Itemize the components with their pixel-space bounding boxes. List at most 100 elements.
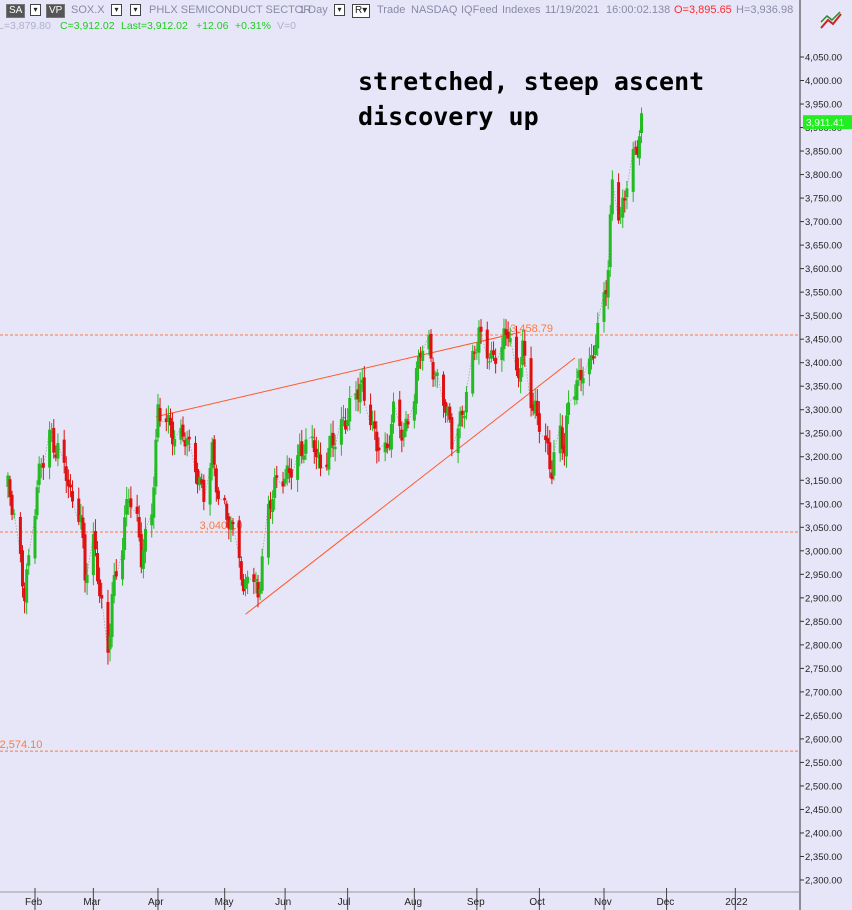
candle-body bbox=[412, 401, 416, 421]
candle-body bbox=[254, 578, 258, 582]
candle bbox=[602, 281, 606, 333]
candle-body bbox=[216, 490, 220, 500]
symbol-dropdown-icon[interactable]: ▾ bbox=[111, 4, 122, 16]
candle-body bbox=[62, 439, 66, 463]
candle-body bbox=[477, 327, 481, 353]
candle-body bbox=[500, 346, 504, 361]
period-dropdown-icon[interactable]: ▾ bbox=[334, 4, 345, 16]
candle bbox=[310, 424, 314, 448]
trade-label[interactable]: Trade bbox=[377, 4, 406, 16]
candle-body bbox=[521, 340, 525, 365]
candle bbox=[562, 433, 566, 466]
candle bbox=[185, 430, 189, 457]
price-tick-label: 2,650.00 bbox=[805, 711, 842, 722]
candle-body bbox=[529, 358, 533, 409]
price-tick-label: 2,300.00 bbox=[805, 876, 842, 887]
candle-body bbox=[150, 514, 154, 526]
candle-body bbox=[93, 531, 97, 550]
candle bbox=[96, 541, 100, 585]
r-button[interactable]: R▾ bbox=[352, 4, 371, 18]
candle-body bbox=[241, 579, 245, 592]
candle-body bbox=[331, 432, 335, 446]
candle-body bbox=[171, 421, 175, 445]
last-value: Last=3,912.02 bbox=[121, 20, 188, 32]
price-tick-label: 3,750.00 bbox=[805, 194, 842, 205]
sa-button[interactable]: SA bbox=[6, 4, 26, 18]
candle-body bbox=[273, 477, 277, 499]
trend-tool-icon[interactable] bbox=[818, 8, 844, 34]
candle-body bbox=[462, 416, 466, 419]
candle bbox=[631, 141, 635, 202]
symbol-menu-icon[interactable]: ▾ bbox=[130, 4, 141, 16]
candle-body bbox=[369, 404, 373, 426]
candle bbox=[81, 506, 85, 549]
candle-body bbox=[214, 468, 218, 493]
candle-body bbox=[383, 442, 387, 453]
candle bbox=[623, 190, 627, 213]
candle-body bbox=[35, 487, 39, 516]
candle-body bbox=[319, 454, 323, 469]
month-label: Nov bbox=[594, 897, 612, 908]
candle-body bbox=[604, 290, 608, 294]
vp-button[interactable]: VP bbox=[46, 4, 66, 18]
candle bbox=[10, 490, 14, 521]
candle bbox=[464, 386, 468, 420]
candle bbox=[254, 572, 258, 594]
levels-layer: 3,458.79 3,040.10 2,574.10 bbox=[0, 323, 800, 752]
candle bbox=[64, 456, 68, 494]
candle bbox=[371, 410, 375, 432]
candle bbox=[20, 545, 24, 598]
candle bbox=[85, 563, 89, 595]
candle bbox=[494, 348, 498, 374]
candle bbox=[212, 435, 216, 477]
candle bbox=[56, 433, 60, 467]
month-label: Apr bbox=[148, 897, 164, 908]
candle-body bbox=[473, 352, 477, 354]
close-trace bbox=[7, 113, 642, 653]
candle bbox=[108, 623, 112, 662]
candle-body bbox=[608, 214, 612, 268]
candle bbox=[91, 522, 95, 586]
candle bbox=[579, 358, 583, 392]
level-label: 3,458.79 bbox=[510, 323, 553, 335]
candle bbox=[339, 406, 343, 456]
candle bbox=[581, 366, 585, 396]
candle bbox=[383, 432, 387, 462]
candle-body bbox=[348, 397, 352, 422]
candle-body bbox=[514, 336, 518, 371]
candle-body bbox=[360, 379, 364, 384]
candle-body bbox=[577, 370, 581, 378]
candle-body bbox=[96, 553, 100, 582]
candle-body bbox=[283, 478, 287, 484]
candle-body bbox=[535, 400, 539, 417]
candle bbox=[610, 170, 614, 221]
price-tick-label: 2,450.00 bbox=[805, 805, 842, 816]
candle bbox=[35, 480, 39, 520]
candle-body bbox=[108, 635, 112, 650]
symbol-label[interactable]: SOX.X bbox=[71, 4, 105, 16]
candle bbox=[558, 413, 562, 462]
change-value: +12.06 bbox=[196, 20, 229, 32]
period-label[interactable]: 1 Day bbox=[299, 4, 328, 16]
candle-body bbox=[489, 350, 493, 359]
candle bbox=[98, 567, 102, 603]
candle-body bbox=[519, 368, 523, 382]
candle bbox=[529, 346, 533, 417]
candle bbox=[333, 434, 337, 462]
candle-body bbox=[71, 491, 75, 502]
candle-body bbox=[344, 420, 348, 430]
candle bbox=[325, 452, 329, 471]
chart-annotation: stretched, steep ascent discovery up bbox=[358, 67, 705, 131]
candle-body bbox=[310, 436, 314, 439]
candle-body bbox=[531, 404, 535, 411]
candle bbox=[181, 416, 185, 442]
candle-body bbox=[77, 498, 81, 522]
sa-dropdown-icon[interactable]: ▾ bbox=[30, 4, 41, 16]
price-tick-label: 4,050.00 bbox=[805, 53, 842, 64]
candle-body bbox=[227, 516, 231, 529]
candle-body bbox=[85, 574, 89, 584]
candle bbox=[546, 425, 550, 455]
price-tick-label: 2,700.00 bbox=[805, 687, 842, 698]
month-label: Oct bbox=[529, 897, 545, 908]
